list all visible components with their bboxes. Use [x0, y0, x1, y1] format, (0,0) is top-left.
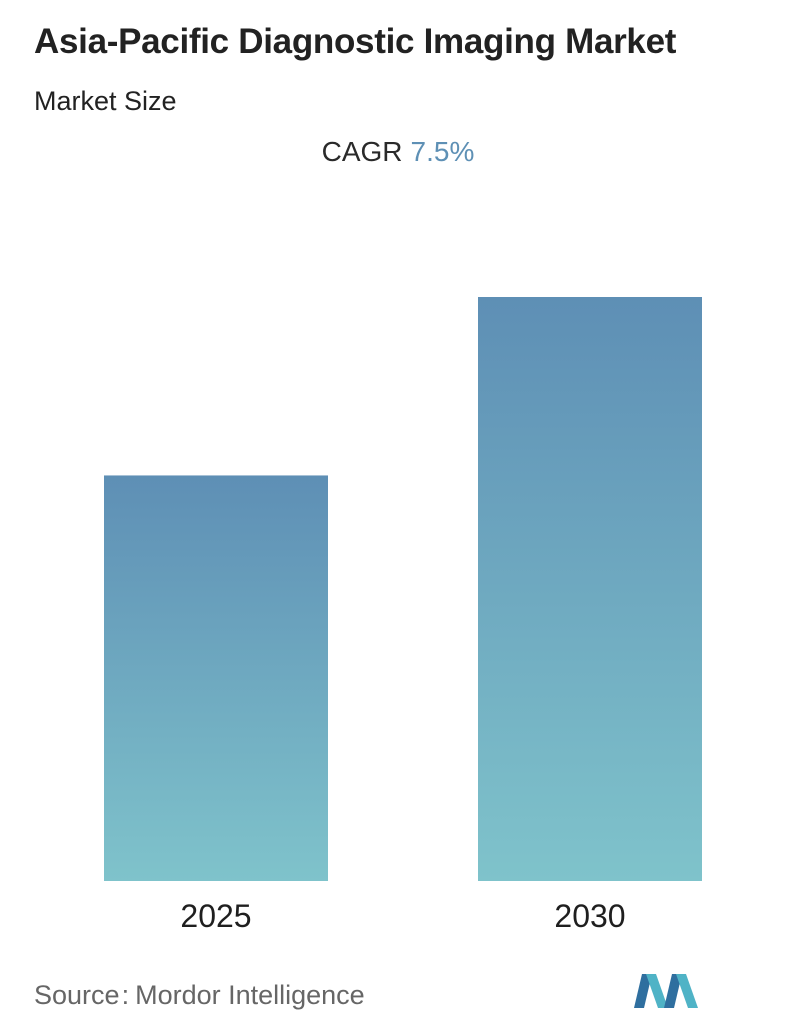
bar-chart: 2025 2030 [104, 297, 702, 934]
x-tick-labels: 2025 2030 [180, 898, 625, 934]
cagr-label: CAGR [321, 136, 403, 167]
bars-group [104, 297, 702, 881]
chart-title: Asia-Pacific Diagnostic Imaging Market [34, 22, 677, 61]
mordor-intelligence-logo-icon [634, 974, 698, 1008]
cagr-callout: CAGR 7.5% [0, 136, 796, 168]
source-separator: : [121, 980, 130, 1010]
source-note: Source: Mordor Intelligence [34, 980, 365, 1011]
source-name: Mordor Intelligence [135, 980, 365, 1010]
x-tick-label-2030: 2030 [554, 898, 625, 934]
bar-2025 [104, 475, 328, 881]
chart-subtitle: Market Size [34, 86, 177, 116]
bar-2030 [478, 297, 702, 881]
x-tick-label-2025: 2025 [180, 898, 251, 934]
cagr-value: 7.5% [410, 136, 475, 167]
source-label: Source [34, 980, 120, 1010]
